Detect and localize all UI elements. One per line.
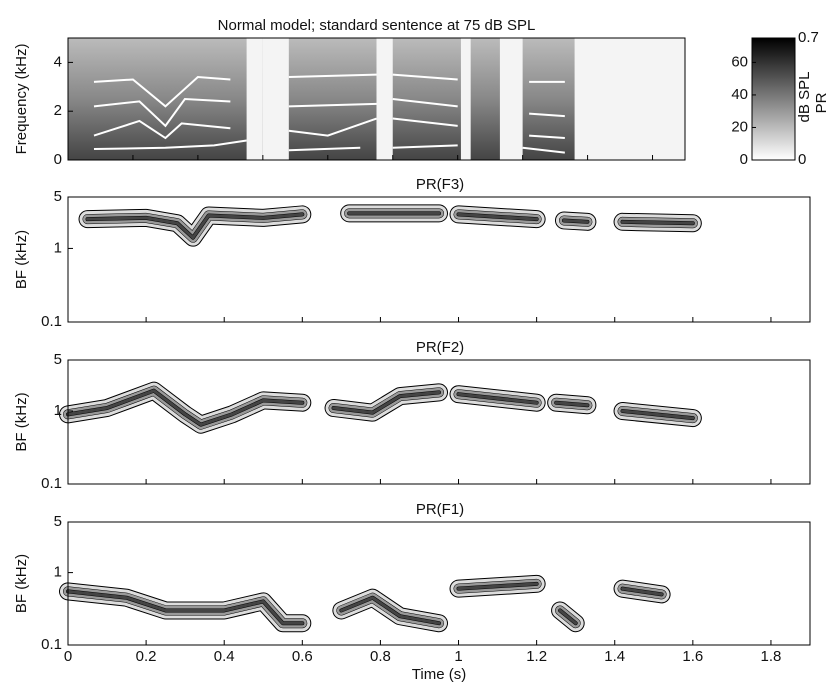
colorbar-tick-label: 20: [731, 118, 748, 135]
formant-track: [522, 146, 565, 154]
contour-blob: [621, 409, 695, 420]
contour-blob: [558, 608, 578, 625]
contour-blob: [621, 220, 695, 225]
plot-frame: [67, 37, 686, 161]
y-axis-label: BF (kHz): [13, 230, 30, 289]
colorbar-label: PR: [813, 92, 830, 113]
y-tick-label: 5: [54, 513, 62, 530]
colorbar-tick-label: 0: [798, 151, 806, 168]
y-tick-label: 1: [54, 564, 62, 581]
y-axis-label: BF (kHz): [13, 554, 30, 613]
x-tick-label: 0.2: [136, 648, 157, 665]
panel-title: Normal model; standard sentence at 75 dB…: [218, 17, 536, 34]
formant-track: [93, 97, 231, 128]
contour-blob: [66, 589, 304, 625]
contour-blob: [457, 392, 539, 405]
y-tick-label: 0: [54, 151, 62, 168]
contour-blob: [332, 390, 441, 415]
y-tick-label: 4: [54, 53, 62, 70]
contour-blob: [86, 212, 304, 240]
formant-track: [288, 73, 377, 79]
formant-track: [392, 144, 458, 149]
y-tick-label: 0.1: [41, 313, 62, 330]
x-tick-label: 1.8: [761, 648, 782, 665]
x-tick-label: 0.6: [292, 648, 313, 665]
colorbar-label: dB SPL: [796, 72, 813, 123]
x-tick-label: 0: [64, 648, 72, 665]
colorbar-tick-label: 60: [731, 53, 748, 70]
contour-blob: [457, 582, 539, 591]
silence: [499, 38, 523, 160]
silence: [460, 38, 471, 160]
formant-track: [529, 134, 565, 140]
x-axis-label: Time (s): [412, 666, 466, 683]
contour-blob: [562, 218, 589, 224]
contour-blob: [457, 212, 539, 221]
x-tick-label: 1.6: [682, 648, 703, 665]
formant-track: [93, 76, 231, 108]
plot-frame: [67, 196, 811, 323]
silence: [246, 38, 263, 160]
y-tick-label: 5: [54, 188, 62, 205]
y-tick-label: 2: [54, 102, 62, 119]
x-tick-label: 1.4: [604, 648, 625, 665]
colorbar-tick-label: 40: [731, 86, 748, 103]
panel: 0.1 1 5 PR(F2) BF (kHz): [13, 339, 811, 492]
colorbar-tick-label: 0: [740, 151, 748, 168]
formant-track: [392, 73, 458, 81]
y-tick-label: 1: [54, 402, 62, 419]
y-tick-label: 5: [54, 351, 62, 368]
y-tick-label: 1: [54, 239, 62, 256]
colorbar-tick-label: 0.7: [798, 29, 819, 46]
panel: 0 20 40 60 0 0.7 dB SPL PR 0 2 4 Normal model; stan…: [13, 17, 830, 168]
silence: [262, 38, 289, 160]
y-tick-label: 0.1: [41, 475, 62, 492]
formant-track: [93, 119, 231, 140]
formant-track: [288, 146, 361, 152]
y-tick-label: 0.1: [41, 636, 62, 653]
colorbar: [751, 37, 796, 161]
contour-blob: [339, 596, 441, 625]
panel: 0 0.2 0.4 0.6 0.8 1 1.2 1.4 1.6 1.8 0.1 1 5 PR(F1) BF …: [13, 501, 811, 683]
contour-blob: [621, 587, 664, 596]
panel-title: PR(F2): [416, 339, 464, 356]
x-tick-label: 0.4: [214, 648, 235, 665]
formant-track: [288, 117, 377, 137]
panel-title: PR(F3): [416, 176, 464, 193]
y-axis-label: BF (kHz): [13, 392, 30, 451]
contour-blob: [66, 389, 304, 427]
x-tick-label: 1.2: [526, 648, 547, 665]
panel-title: PR(F1): [416, 501, 464, 518]
x-tick-label: 1: [454, 648, 462, 665]
y-axis-label: Frequency (kHz): [13, 44, 30, 155]
contour-blob: [554, 401, 589, 407]
panel: 0.1 1 5 PR(F3) BF (kHz): [13, 176, 811, 330]
formant-track: [392, 98, 458, 108]
x-tick-label: 0.8: [370, 648, 391, 665]
formant-track: [93, 139, 247, 151]
silence: [376, 38, 393, 160]
formant-track: [392, 117, 458, 127]
formant-track: [529, 112, 565, 118]
silence: [574, 38, 685, 160]
plot-frame: [67, 521, 811, 646]
plot-frame: [67, 359, 811, 485]
formant-track: [288, 102, 377, 108]
